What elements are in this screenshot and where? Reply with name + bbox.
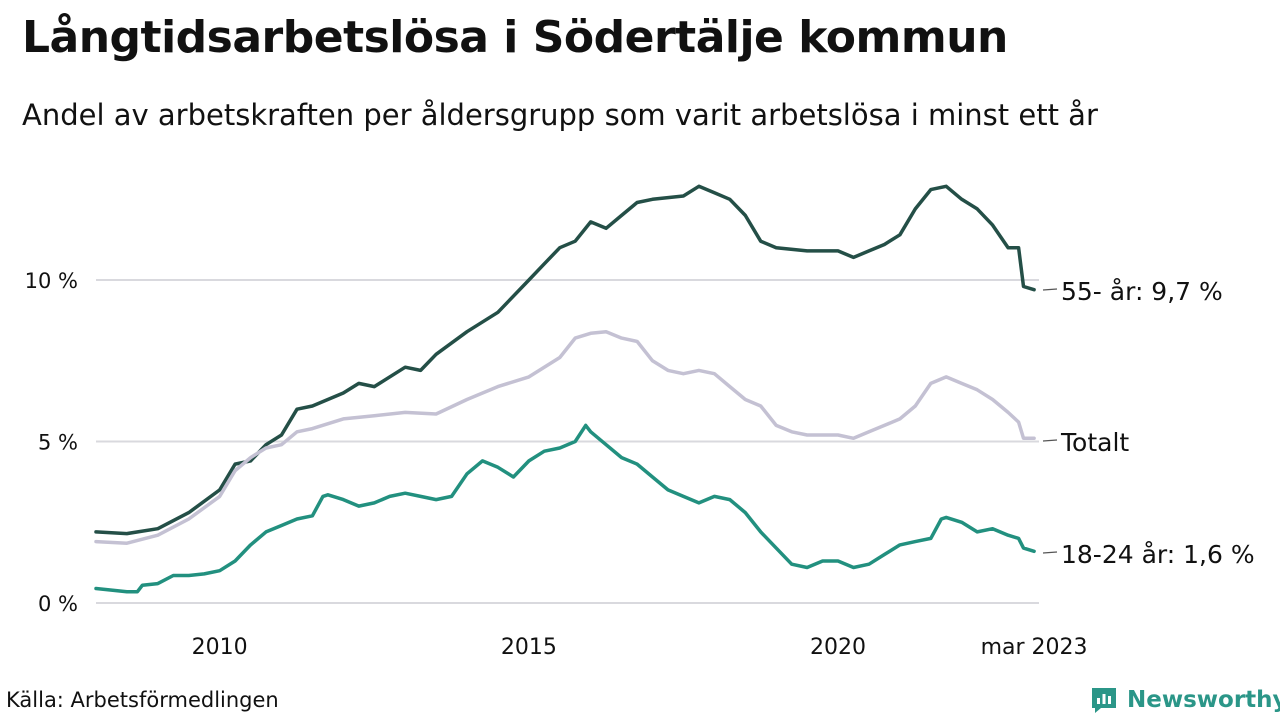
y-tick-label-1: 5 % <box>38 431 78 455</box>
brand: Newsworthy <box>1089 683 1280 717</box>
series-label-connector-0 <box>1042 288 1058 291</box>
series-end-labels: 55- år: 9,7 % Totalt 18-24 år: 1,6 % <box>1042 277 1255 569</box>
x-tick-label-2: 2020 <box>810 635 866 660</box>
series-line-0 <box>94 184 1036 536</box>
newsworthy-logo-icon <box>1092 688 1116 713</box>
chart-title: Långtidsarbetslösa i Södertälje kommun <box>22 12 1008 63</box>
y-tick-label-0: 0 % <box>38 592 78 616</box>
series-lines <box>94 184 1036 594</box>
series-label-connector-2 <box>1042 551 1058 554</box>
grid-lines <box>96 279 1039 604</box>
series-label-connector-1 <box>1042 439 1058 442</box>
y-axis-tick-labels: 0 % 5 % 10 % <box>25 269 78 616</box>
x-tick-label-0: 2010 <box>192 635 248 660</box>
x-tick-label-1: 2015 <box>501 635 557 660</box>
series-line-1 <box>94 329 1036 545</box>
x-axis-tick-labels: 2010 2015 2020 mar 2023 <box>192 635 1088 660</box>
series-end-label-0: 55- år: 9,7 % <box>1061 277 1223 306</box>
series-line-2 <box>94 423 1036 594</box>
y-tick-label-2: 10 % <box>25 269 78 293</box>
source-note: Källa: Arbetsförmedlingen <box>6 688 279 712</box>
series-end-label-2: 18-24 år: 1,6 % <box>1061 540 1255 569</box>
series-end-label-1: Totalt <box>1060 428 1129 457</box>
x-tick-label-3: mar 2023 <box>981 635 1088 660</box>
brand-name: Newsworthy <box>1127 687 1280 713</box>
chart-subtitle: Andel av arbetskraften per åldersgrupp s… <box>22 98 1098 132</box>
